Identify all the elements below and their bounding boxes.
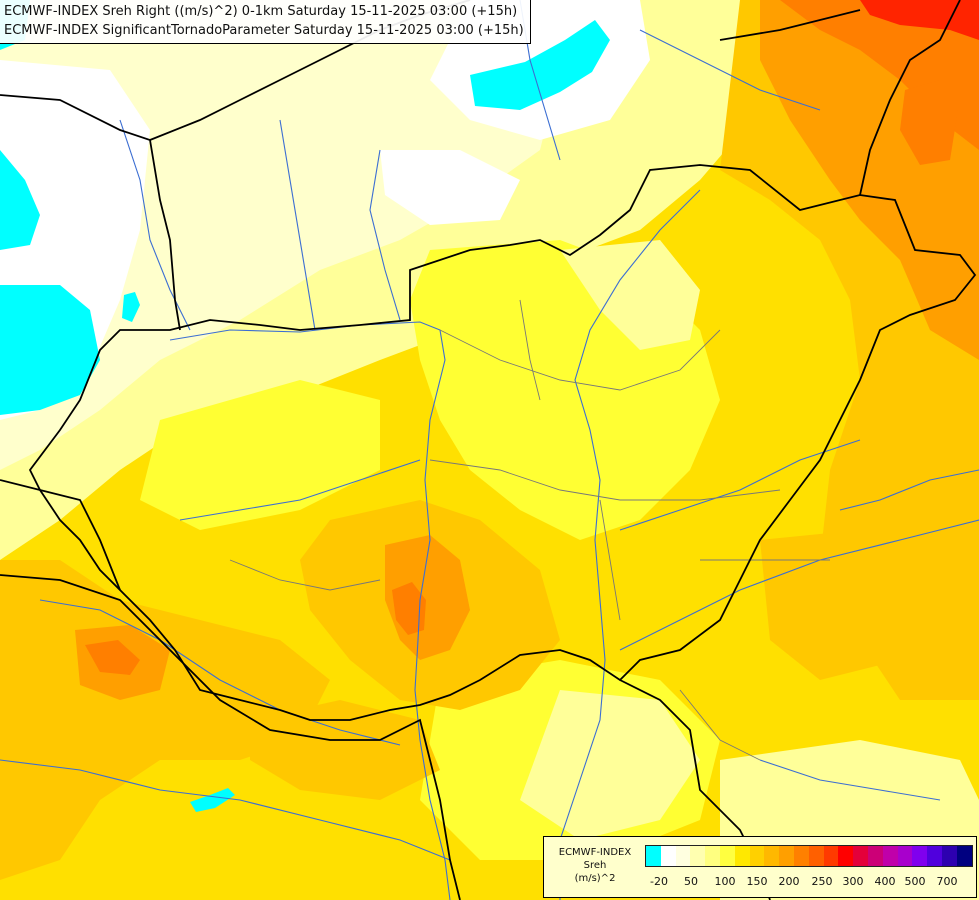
- legend-label: 300: [842, 875, 864, 888]
- river-tisza: [559, 189, 701, 900]
- legend-title-source: ECMWF-INDEX: [558, 847, 632, 858]
- header-line-1: ECMWF-INDEX Sreh Right ((m/s)^2) 0-1km S…: [4, 4, 518, 19]
- legend-swatch: [646, 846, 661, 866]
- legend-title-variable: Sreh: [583, 860, 607, 871]
- river-southeast: [759, 759, 941, 801]
- river-east: [839, 469, 979, 511]
- field-dark-orange-northeast: [780, 0, 979, 150]
- legend-swatch: [897, 846, 913, 866]
- river-maros: [619, 519, 979, 651]
- legend-swatch: [779, 846, 794, 866]
- region-line-3: [599, 499, 621, 621]
- field-white-central: [380, 150, 520, 225]
- legend-swatch: [853, 846, 868, 866]
- legend-color-scale: [645, 845, 973, 867]
- color-legend: ECMWF-INDEX Sreh (m/s)^2 -20 50 100 150 200 2…: [543, 836, 977, 898]
- field-light-yellow-south: [520, 690, 700, 840]
- chart-header: ECMWF-INDEX Sreh Right ((m/s)^2) 0-1km S…: [0, 0, 531, 44]
- legend-swatch: [912, 846, 928, 866]
- region-line-2: [429, 459, 781, 501]
- legend-swatch: [749, 846, 765, 866]
- field-dark-orange-blob: [900, 80, 958, 165]
- legend-swatch: [808, 846, 824, 866]
- legend-label: 150: [746, 875, 768, 888]
- river-drava: [39, 599, 401, 746]
- regions-layer: [229, 299, 830, 761]
- legend-swatch: [882, 846, 898, 866]
- border-croatia: [0, 574, 461, 900]
- legend-swatch: [823, 846, 839, 866]
- legend-label: -20: [650, 875, 668, 888]
- legend-swatch: [927, 846, 942, 866]
- legend-label: 250: [811, 875, 833, 888]
- field-cyan-west: [0, 150, 40, 250]
- border-czech: [0, 94, 181, 331]
- field-dark-orange-centre: [392, 582, 426, 635]
- legend-swatch: [734, 846, 750, 866]
- border-ukraine: [859, 0, 961, 196]
- legend-swatch: [867, 846, 883, 866]
- legend-swatch: [690, 846, 706, 866]
- river-hron: [369, 149, 401, 321]
- legend-swatch: [838, 846, 854, 866]
- field-red-northeast: [860, 0, 979, 40]
- legend-swatch: [793, 846, 809, 866]
- field-light-yellow-east: [560, 240, 700, 350]
- border-austria: [0, 479, 121, 591]
- region-line-1: [439, 329, 721, 391]
- field-dark-orange-southwest: [85, 640, 140, 675]
- river-raab: [179, 459, 421, 521]
- region-line-4: [519, 299, 541, 401]
- field-amber-south-centre: [250, 700, 440, 800]
- legend-swatch: [660, 846, 676, 866]
- legend-swatch: [705, 846, 720, 866]
- legend-label: 200: [778, 875, 800, 888]
- legend-swatch: [719, 846, 735, 866]
- legend-label: 100: [714, 875, 736, 888]
- legend-title: ECMWF-INDEX Sreh (m/s)^2: [549, 846, 641, 885]
- field-yellow-west: [140, 380, 380, 530]
- border-east-poland: [719, 9, 861, 41]
- legend-swatch: [941, 846, 957, 866]
- legend-tick-labels: -20 50 100 150 200 250 300 400 500 700: [645, 875, 971, 889]
- legend-swatch: [764, 846, 780, 866]
- header-line-2: ECMWF-INDEX SignificantTornadoParameter …: [4, 23, 524, 38]
- region-line-6: [229, 559, 381, 591]
- field-cyan-north: [470, 20, 610, 110]
- legend-swatch: [675, 846, 691, 866]
- river-morava: [119, 119, 191, 331]
- field-cyan-small: [190, 788, 235, 812]
- legend-swatch: [956, 846, 972, 866]
- legend-title-unit: (m/s)^2: [574, 873, 616, 884]
- legend-label: 500: [904, 875, 926, 888]
- border-hungary: [28, 164, 977, 721]
- legend-label: 50: [684, 875, 698, 888]
- region-line-7: [679, 689, 761, 761]
- river-vah: [279, 119, 316, 331]
- legend-label: 700: [936, 875, 958, 888]
- river-sava: [0, 759, 451, 861]
- river-koros: [619, 439, 861, 531]
- legend-label: 400: [874, 875, 896, 888]
- field-cyan-west-lower: [0, 285, 100, 415]
- field-cyan-lake: [122, 292, 140, 322]
- river-vistula: [639, 29, 821, 111]
